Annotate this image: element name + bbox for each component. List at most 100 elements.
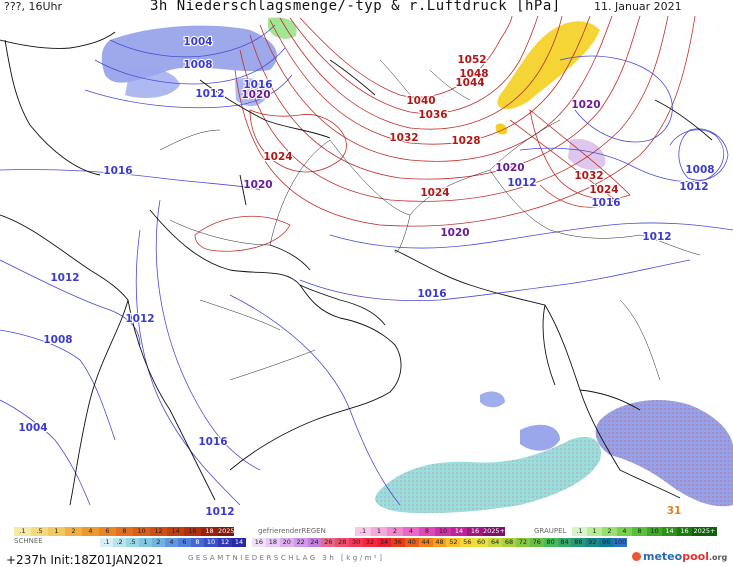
snow-top-9: 14: [167, 527, 184, 536]
snow-bot-3: 1: [139, 538, 152, 547]
snow-label: SCHNEE: [14, 537, 43, 545]
rain-scale-cell: 52: [446, 538, 461, 547]
snow-bot-1: .2: [113, 538, 126, 547]
isobar-label: 1032: [574, 170, 603, 182]
isobar-label: 1024: [589, 184, 618, 196]
rain-scale-cell: 34: [377, 538, 391, 547]
graupel-6: 14: [662, 527, 677, 536]
graupel-0: .1: [572, 527, 587, 536]
isobar-label: 1004: [18, 422, 47, 434]
isobar-label: 1052: [457, 54, 486, 66]
coastlines: [0, 31, 713, 506]
snow-scale-top: .1 .5 1 2 4 6 8 10 12 14 16 18 2025+: [14, 527, 240, 536]
snow-bot-7: 8: [191, 538, 204, 547]
snow-top-7: 10: [133, 527, 150, 536]
rain-scale-cell: 92: [585, 538, 600, 547]
rain-scale-cell: 64: [488, 538, 503, 547]
isobar-label: 1016: [417, 288, 446, 300]
isobar-label: 1020: [241, 89, 270, 101]
snow-top-8: 12: [150, 527, 167, 536]
rain-scale-cell: 88: [571, 538, 586, 547]
snow-top-2: 1: [48, 527, 65, 536]
graupel-3: 4: [617, 527, 632, 536]
isobar-label: 1028: [451, 135, 480, 147]
snow-top-10: 16: [184, 527, 201, 536]
rain-scale-cell: 48: [432, 538, 447, 547]
rain-scale: 16 18 20 22 24 26 28 30 32 34 36 40 44 48 52 56 60 64 68 72…: [252, 538, 628, 547]
snow-top-5: 6: [99, 527, 116, 536]
graupel-label: GRAUPEL: [534, 527, 567, 535]
rain-scale-cell: 22: [293, 538, 308, 547]
isobar-label: 1020: [571, 99, 600, 111]
regen-6: 14: [451, 527, 467, 536]
isobar-label: 1004: [183, 36, 212, 48]
legend-panel: .1 .5 1 2 4 6 8 10 12 14 16 18 2025+ SCH…: [0, 524, 733, 567]
map-title: 3h Niederschlagsmenge/-typ & r.Luftdruck…: [150, 0, 561, 14]
header-bar: ???, 16Uhr 3h Niederschlagsmenge/-typ & …: [0, 0, 733, 16]
snow-bot-2: .5: [126, 538, 139, 547]
regen-7: 16: [467, 527, 483, 536]
rain-scale-cell: 20: [279, 538, 294, 547]
isobar-label: 1016: [198, 436, 227, 448]
isobar-label: 1036: [418, 109, 447, 121]
graupel-scale: .1 1 2 4 8 10 14 16 2025+: [572, 527, 717, 536]
total-precip-label: GESAMTNIEDERSCHLAG 3h [kg/m²]: [188, 554, 385, 562]
isobar-label: 1048: [459, 68, 488, 80]
rain-scale-cell: 28: [335, 538, 350, 547]
logo-part-c: .org: [708, 553, 728, 562]
isobar-label: 1012: [679, 181, 708, 193]
isobar-labels: 1004 1008 1012 1016 1020 1024 1020 1016 1052 1048…: [17, 35, 715, 519]
graupel-2: 2: [602, 527, 617, 536]
rain-scale-cell: 80: [543, 538, 558, 547]
rain-scale-cell: 18: [265, 538, 280, 547]
isobar-label: 1012: [642, 231, 671, 243]
snow-bot-5: 4: [165, 538, 178, 547]
snow-bot-4: 2: [152, 538, 165, 547]
low-pressure-isobars: [0, 24, 733, 506]
isobar-label: 1032: [389, 132, 418, 144]
isobar-label: 1020: [243, 179, 272, 191]
rain-scale-cell: 100: [613, 538, 628, 547]
graupel-1: 1: [587, 527, 602, 536]
rain-scale-cell: 60: [474, 538, 489, 547]
regen-4: 8: [419, 527, 435, 536]
isobar-label: 1024: [420, 187, 449, 199]
rain-scale-cell: 44: [418, 538, 433, 547]
snow-top-12: 2025+: [218, 527, 240, 536]
graupel-4: 8: [632, 527, 647, 536]
snow-top-0: .1: [14, 527, 31, 536]
snow-top-11: 18: [201, 527, 218, 536]
date-label: 11. Januar 2021: [594, 0, 682, 13]
graupel-7: 16: [677, 527, 692, 536]
isobar-label: 1012: [195, 88, 224, 100]
rain-scale-cell: 30: [349, 538, 364, 547]
logo-part-a: meteo: [643, 550, 683, 563]
meteopool-logo[interactable]: meteopool.org: [632, 550, 727, 563]
rain-scale-cell: 40: [404, 538, 419, 547]
isobar-label: 1008: [183, 59, 212, 71]
isobar-label: 1012: [205, 506, 234, 518]
snow-bot-0: .1: [100, 538, 113, 547]
snow-bot-10: 14: [232, 538, 246, 547]
time-label: ???, 16Uhr: [4, 0, 63, 13]
rain-scale-cell: 36: [390, 538, 405, 547]
isobar-label: 1044: [455, 77, 484, 89]
run-info: +237h Init:18Z01JAN2021: [6, 553, 164, 567]
regen-1: 1: [371, 527, 387, 536]
isobar-label: 1012: [507, 177, 536, 189]
rain-scale-cell: 32: [363, 538, 378, 547]
isobar-label: 1020: [440, 227, 469, 239]
isobar-label: 1024: [263, 151, 292, 163]
logo-mark-icon: [632, 552, 641, 561]
isobar-label: 1012: [125, 313, 154, 325]
graupel-5: 10: [647, 527, 662, 536]
rain-scale-cell: 68: [502, 538, 516, 547]
logo-part-b: pool: [682, 550, 709, 563]
rain-scale-cell: 84: [557, 538, 572, 547]
isobar-label: 1040: [406, 95, 435, 107]
freezing-rain-scale: .1 1 2 4 8 10 14 16 2025+: [355, 527, 505, 536]
rain-scale-cell: 16: [252, 538, 266, 547]
rain-scale-cell: 76: [529, 538, 544, 547]
isobar-label: 1020: [495, 162, 524, 174]
